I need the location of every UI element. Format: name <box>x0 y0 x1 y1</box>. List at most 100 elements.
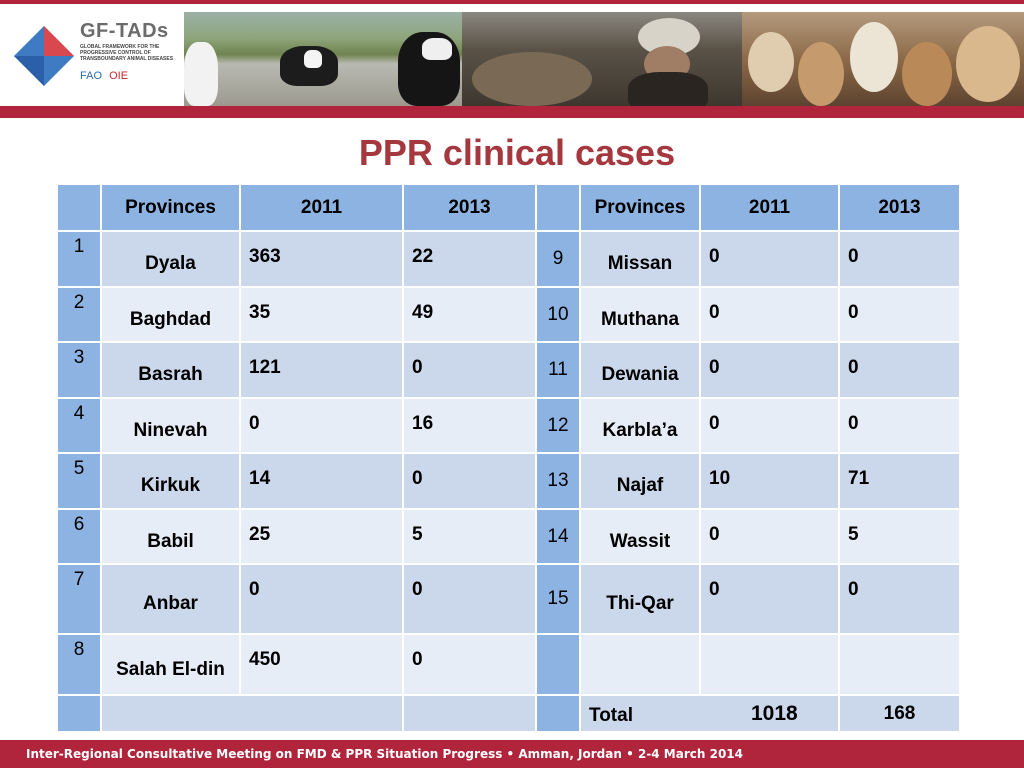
cases-2011: 0 <box>699 508 840 565</box>
province-name: Anbar <box>100 563 241 635</box>
cases-2011: 35 <box>239 286 404 343</box>
empty-cell <box>402 694 537 733</box>
province-name <box>579 633 701 696</box>
header-top-stripe <box>0 0 1024 4</box>
province-name: Dewania <box>579 341 701 399</box>
table-row: 6 Babil 25 5 14 Wassit 0 5 <box>56 508 961 565</box>
province-name: Muthana <box>579 286 701 343</box>
cases-2011: 0 <box>239 563 404 635</box>
cases-2013: 5 <box>402 508 537 565</box>
row-index: 13 <box>535 452 581 510</box>
row-index: 6 <box>56 508 102 565</box>
province-name: Najaf <box>579 452 701 510</box>
cases-2011 <box>699 633 840 696</box>
row-index: 3 <box>56 341 102 399</box>
cases-2013: 71 <box>838 452 961 510</box>
header-provinces: Provinces <box>579 183 701 232</box>
province-name: Kirkuk <box>100 452 241 510</box>
total-2011: 1018 <box>751 702 798 725</box>
cases-2011: 0 <box>699 563 840 635</box>
header-2013: 2013 <box>838 183 961 232</box>
table-row: 5 Kirkuk 14 0 13 Najaf 10 71 <box>56 452 961 510</box>
province-name: Dyala <box>100 230 241 288</box>
header-index-cell <box>56 183 102 232</box>
province-name: Basrah <box>100 341 241 399</box>
cases-2013: 0 <box>838 341 961 399</box>
row-index: 10 <box>535 286 581 343</box>
cases-2013: 0 <box>402 633 537 696</box>
province-name: Salah El-din <box>100 633 241 696</box>
row-index: 4 <box>56 397 102 454</box>
cases-2013: 5 <box>838 508 961 565</box>
cases-2013: 0 <box>838 563 961 635</box>
cases-2013: 16 <box>402 397 537 454</box>
sheep-photo <box>742 12 1024 106</box>
total-label: Total <box>589 705 633 726</box>
footer-bar: Inter-Regional Consultative Meeting on F… <box>0 740 1024 768</box>
table-row: 8 Salah El-din 450 0 <box>56 633 961 696</box>
slide-title: PPR clinical cases <box>358 132 676 173</box>
row-index <box>535 633 581 696</box>
cases-2011: 25 <box>239 508 404 565</box>
cases-2011: 14 <box>239 452 404 510</box>
fao-logo: FAO <box>80 70 103 82</box>
table-row: 4 Ninevah 0 16 12 Karbla’a 0 0 <box>56 397 961 454</box>
header-banner: GF-TADs GLOBAL FRAMEWORK FOR THE PROGRES… <box>0 0 1024 118</box>
cases-2011: 0 <box>699 397 840 454</box>
header-2011: 2011 <box>239 183 404 232</box>
header-index-cell <box>535 183 581 232</box>
cases-2013: 0 <box>402 341 537 399</box>
table-row: 7 Anbar 0 0 15 Thi-Qar 0 0 <box>56 563 961 635</box>
cases-2013: 0 <box>838 230 961 288</box>
header-2013: 2013 <box>402 183 537 232</box>
ppr-cases-table: Provinces 2011 2013 Provinces 2011 2013 … <box>56 183 961 733</box>
cases-2013: 0 <box>838 286 961 343</box>
diamond-logo-icon <box>14 26 74 86</box>
table-row: 1 Dyala 363 22 9 Missan 0 0 <box>56 230 961 288</box>
row-index: 11 <box>535 341 581 399</box>
oie-logo: OIE <box>109 70 129 82</box>
gf-tads-logo: GF-TADs GLOBAL FRAMEWORK FOR THE PROGRES… <box>0 4 184 106</box>
cases-2011: 0 <box>239 397 404 454</box>
row-index: 15 <box>535 563 581 635</box>
province-name: Ninevah <box>100 397 241 454</box>
row-index: 8 <box>56 633 102 696</box>
cases-2011: 363 <box>239 230 404 288</box>
province-name: Babil <box>100 508 241 565</box>
province-name: Thi-Qar <box>579 563 701 635</box>
row-index: 1 <box>56 230 102 288</box>
province-name: Baghdad <box>100 286 241 343</box>
province-name: Missan <box>579 230 701 288</box>
cases-2011: 0 <box>699 230 840 288</box>
cases-2011: 0 <box>699 286 840 343</box>
cases-2013: 22 <box>402 230 537 288</box>
table-row: 2 Baghdad 35 49 10 Muthana 0 0 <box>56 286 961 343</box>
row-index: 9 <box>535 230 581 288</box>
row-index <box>56 694 102 733</box>
cattle-photo <box>184 12 462 106</box>
total-row: Total 1018 168 <box>56 694 961 733</box>
header-provinces: Provinces <box>100 183 241 232</box>
province-name: Karbla’a <box>579 397 701 454</box>
cases-2011: 10 <box>699 452 840 510</box>
total-2013: 168 <box>838 694 961 733</box>
cases-2013: 0 <box>838 397 961 454</box>
row-index: 12 <box>535 397 581 454</box>
partner-logos: FAO OIE <box>80 70 128 82</box>
table-row: 3 Basrah 121 0 11 Dewania 0 0 <box>56 341 961 399</box>
row-index: 7 <box>56 563 102 635</box>
cases-2013: 49 <box>402 286 537 343</box>
logo-title: GF-TADs <box>80 20 169 42</box>
cases-2013 <box>838 633 961 696</box>
cases-2011: 0 <box>699 341 840 399</box>
province-name: Wassit <box>579 508 701 565</box>
cases-2013: 0 <box>402 563 537 635</box>
table-header-row: Provinces 2011 2013 Provinces 2011 2013 <box>56 183 961 232</box>
empty-cell <box>100 694 404 733</box>
row-index <box>535 694 581 733</box>
cases-2011: 121 <box>239 341 404 399</box>
row-index: 2 <box>56 286 102 343</box>
logo-subtitle: GLOBAL FRAMEWORK FOR THE PROGRESSIVE CON… <box>80 44 174 62</box>
header-bottom-stripe <box>0 106 1024 118</box>
row-index: 14 <box>535 508 581 565</box>
